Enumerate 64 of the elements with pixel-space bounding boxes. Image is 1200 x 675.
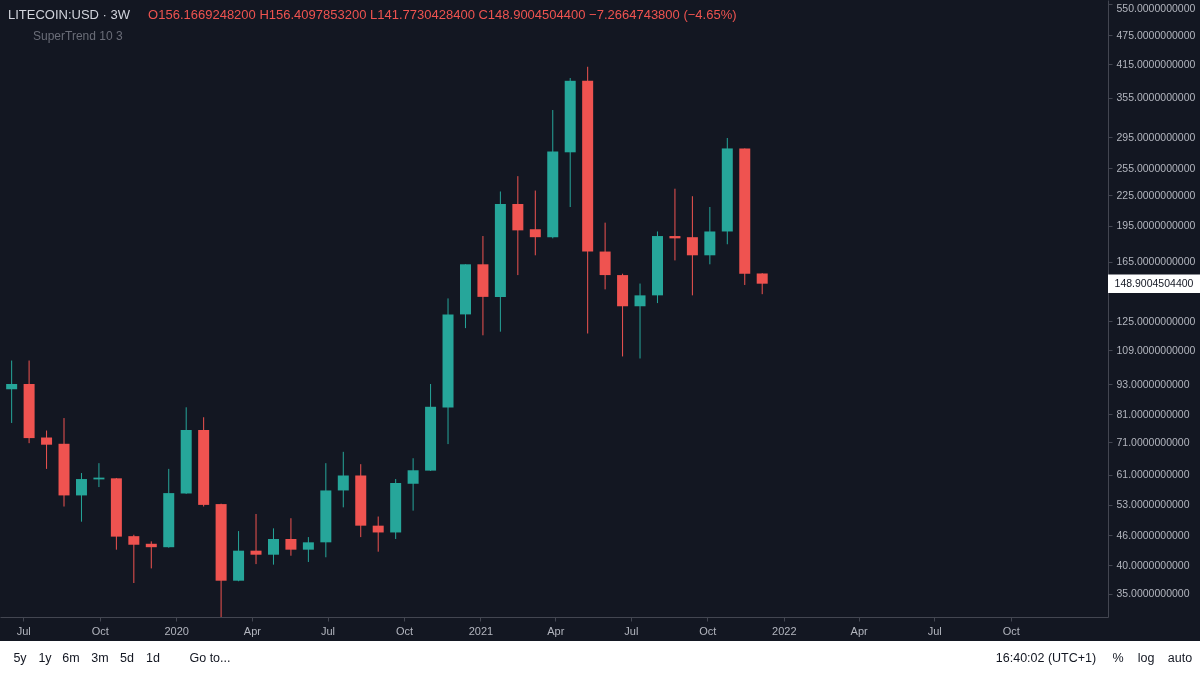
text: 3m xyxy=(91,651,109,665)
candlestick xyxy=(302,536,314,563)
candlestick xyxy=(41,430,53,470)
text: auto xyxy=(1167,651,1193,665)
x-tick-label: 2022 xyxy=(772,624,797,637)
y-tick-label: 475.0000000000 xyxy=(1116,28,1196,41)
text: 148.9004504400 xyxy=(1114,276,1194,289)
candlestick xyxy=(756,272,768,295)
y-tick-label: 71.0000000000 xyxy=(1116,435,1190,448)
text: Go to... xyxy=(189,651,231,665)
x-tick-label: 2020 xyxy=(164,624,189,637)
y-tick-label: 255.0000000000 xyxy=(1116,161,1196,174)
candlestick xyxy=(599,222,611,290)
y-tick-label: 93.0000000000 xyxy=(1116,377,1190,390)
candlestick xyxy=(704,206,716,265)
y-tick-label: 165.0000000000 xyxy=(1116,255,1196,268)
x-tick-label: Oct xyxy=(91,624,109,637)
x-tick-label: Jul xyxy=(320,624,336,637)
candlestick xyxy=(529,190,541,256)
x-tick-label: Apr xyxy=(243,624,262,637)
candlestick xyxy=(267,527,279,566)
x-tick-label: Oct xyxy=(395,624,414,637)
y-tick-label: 109.0000000000 xyxy=(1116,343,1196,356)
y-tick-label: 125.0000000000 xyxy=(1116,314,1196,327)
x-tick-label: 2021 xyxy=(468,624,494,637)
annotation: SuperTrend 10 3 xyxy=(33,29,123,43)
y-tick-label: 355.0000000000 xyxy=(1116,91,1196,104)
x-tick-label: Oct xyxy=(699,624,717,637)
candlestick xyxy=(337,451,349,508)
y-tick-label: 295.0000000000 xyxy=(1116,130,1196,143)
x-tick-label: Jul xyxy=(927,624,942,637)
y-tick-label: 550.0000000000 xyxy=(1116,2,1196,15)
x-tick-label: Oct xyxy=(1002,624,1020,637)
candlestick xyxy=(634,283,646,359)
candlestick xyxy=(250,513,262,565)
text: LITECOIN:USD · 3W xyxy=(8,7,131,22)
text: % xyxy=(1112,651,1124,665)
candlestick xyxy=(285,517,297,557)
text: log xyxy=(1137,651,1155,665)
candlestick xyxy=(75,472,87,523)
text: 5y xyxy=(13,651,28,665)
y-tick-label: 53.0000000000 xyxy=(1116,498,1190,511)
text: 16:40:02 (UTC+1) xyxy=(995,651,1097,665)
text: O156.1669248200 H156.4097853200 L141.7730428400 C148.9004504400 −7.2664743800 (−4.65%) xyxy=(148,7,737,22)
candlestick xyxy=(128,534,140,584)
x-tick-label: Apr xyxy=(850,624,869,637)
x-tick-label: Jul xyxy=(16,624,31,637)
text: 6m xyxy=(62,651,80,665)
text: 1d xyxy=(146,651,160,665)
y-tick-label: 81.0000000000 xyxy=(1116,407,1190,420)
candlestick xyxy=(407,457,419,512)
text: 1y xyxy=(38,651,53,665)
x-tick-label: Apr xyxy=(547,624,565,637)
y-tick-label: 225.0000000000 xyxy=(1116,188,1196,201)
x-tick-label: Jul xyxy=(624,624,639,637)
y-tick-label: 40.0000000000 xyxy=(1116,558,1190,571)
text: 5d xyxy=(120,651,134,665)
candlestick xyxy=(6,360,18,424)
y-tick-label: 35.0000000000 xyxy=(1116,587,1190,600)
y-tick-label: 61.0000000000 xyxy=(1116,468,1190,481)
y-tick-label: 46.0000000000 xyxy=(1116,528,1190,541)
y-tick-label: 415.0000000000 xyxy=(1116,57,1196,70)
candlestick xyxy=(686,195,698,296)
y-tick-label: 195.0000000000 xyxy=(1116,219,1196,232)
